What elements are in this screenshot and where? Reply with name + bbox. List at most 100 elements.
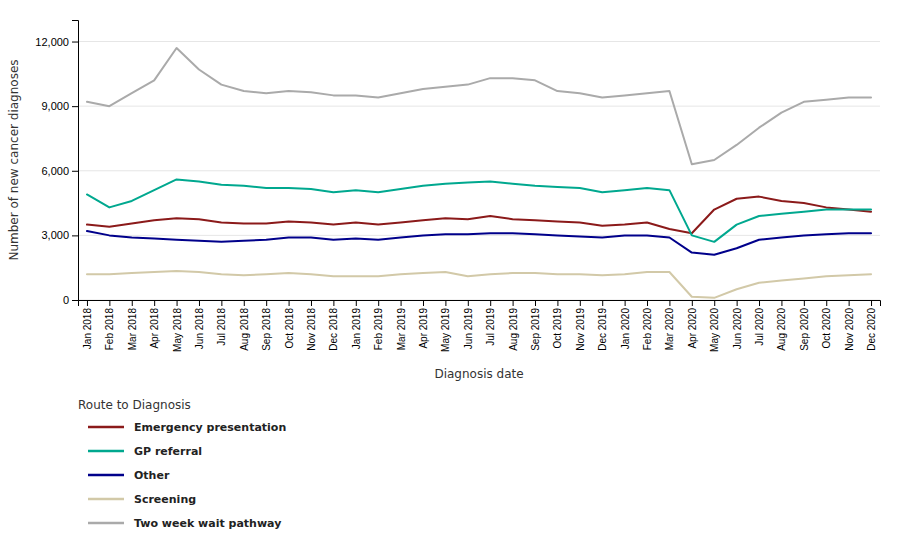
y-tick-label: 9,000 — [41, 100, 69, 112]
x-tick: Nov 2020 — [844, 300, 855, 351]
y-tick-mark — [72, 300, 78, 301]
x-tick-mark — [199, 300, 200, 306]
x-tick-label: Feb 2019 — [373, 308, 384, 351]
x-tick-mark — [781, 300, 782, 306]
grid-line — [78, 170, 880, 171]
legend-title: Route to Diagnosis — [78, 398, 191, 412]
legend-swatch — [88, 498, 124, 501]
x-tick: Jul 2018 — [216, 300, 227, 346]
x-tick-mark — [849, 300, 850, 306]
x-tick-mark — [737, 300, 738, 306]
y-tick-mark — [72, 171, 78, 172]
x-tick: Sep 2019 — [530, 300, 541, 351]
x-tick-label: Oct 2020 — [821, 308, 832, 349]
legend-swatch — [88, 426, 124, 429]
y-tick-label: 0 — [63, 294, 69, 306]
x-tick-label: Jul 2020 — [754, 308, 765, 346]
legend-label: Screening — [134, 493, 196, 506]
x-tick-mark — [356, 300, 357, 306]
x-tick: Oct 2019 — [552, 300, 563, 349]
legend-label: GP referral — [134, 445, 202, 458]
x-tick: May 2019 — [440, 300, 451, 352]
x-tick-label: Mar 2020 — [664, 308, 675, 351]
y-tick: 9,000 — [41, 100, 78, 112]
x-tick: Dec 2019 — [597, 300, 608, 351]
x-tick: Mar 2020 — [664, 300, 675, 350]
x-tick-mark — [401, 300, 402, 306]
x-tick-label: Jun 2018 — [194, 308, 205, 350]
legend-item: GP referral — [88, 445, 202, 458]
x-tick-label: Jun 2020 — [732, 308, 743, 350]
y-tick: 6,000 — [41, 165, 78, 177]
x-tick: Feb 2019 — [373, 300, 384, 350]
x-tick-mark — [154, 300, 155, 306]
x-tick-mark — [266, 300, 267, 306]
series-line — [87, 271, 871, 298]
x-tick-mark — [580, 300, 581, 306]
x-tick-label: Jan 2020 — [620, 308, 631, 350]
y-tick-mark — [72, 235, 78, 236]
x-tick: Jun 2019 — [463, 300, 474, 349]
x-tick-label: May 2020 — [709, 308, 720, 352]
x-tick-label: Jul 2018 — [216, 308, 227, 346]
legend-swatch — [88, 522, 124, 525]
legend-swatch — [88, 474, 124, 477]
x-tick-label: May 2018 — [172, 308, 183, 352]
grid-line — [78, 235, 880, 236]
x-tick: Dec 2020 — [866, 300, 877, 351]
x-tick-mark — [221, 300, 222, 306]
y-axis: 0 3,000 6,000 9,000 12,000 — [35, 21, 78, 307]
x-tick-mark — [468, 300, 469, 306]
y-axis-title: Number of new cancer diagnoses — [7, 59, 21, 260]
x-tick-label: Nov 2018 — [306, 308, 317, 351]
x-tick-mark — [602, 300, 603, 306]
x-tick-label: Dec 2020 — [866, 308, 877, 351]
x-tick-label: Apr 2018 — [149, 308, 160, 349]
plot-area: 0 3,000 6,000 9,000 12,000 Jan 2018 Feb 2018 Ma… — [35, 21, 880, 352]
x-tick-mark — [289, 300, 290, 306]
x-tick-label: Mar 2018 — [127, 308, 138, 351]
y-tick: 3,000 — [41, 229, 78, 241]
x-tick: Sep 2020 — [799, 300, 810, 351]
x-tick: Feb 2018 — [104, 300, 115, 350]
x-tick: Jan 2018 — [82, 300, 93, 349]
x-tick-mark — [669, 300, 670, 306]
x-tick-label: Apr 2019 — [418, 308, 429, 349]
x-tick-mark — [311, 300, 312, 306]
x-tick: Jan 2019 — [351, 300, 362, 349]
series-line — [87, 197, 871, 234]
y-tick-label: 6,000 — [41, 165, 69, 177]
x-tick: Dec 2018 — [328, 300, 339, 351]
x-tick-label: Dec 2019 — [597, 308, 608, 351]
x-tick: Apr 2018 — [149, 300, 160, 349]
x-tick: Mar 2018 — [127, 300, 138, 350]
chart: 0 3,000 6,000 9,000 12,000 Jan 2018 Feb 2018 Ma… — [0, 0, 900, 555]
y-axis-line — [72, 21, 79, 301]
x-tick-mark — [692, 300, 693, 306]
x-tick-mark — [871, 300, 872, 306]
x-tick: Oct 2020 — [821, 300, 832, 349]
x-tick: Jun 2020 — [732, 300, 743, 349]
series-line — [87, 231, 871, 255]
x-tick: Jun 2018 — [194, 300, 205, 349]
y-tick: 12,000 — [35, 36, 78, 48]
x-tick-label: Sep 2019 — [530, 308, 541, 351]
x-tick-mark — [513, 300, 514, 306]
x-tick-mark — [423, 300, 424, 306]
x-tick-mark — [557, 300, 558, 306]
series-line — [87, 179, 871, 241]
x-tick-mark — [647, 300, 648, 306]
x-tick-label: Mar 2019 — [396, 308, 407, 351]
x-tick: Oct 2018 — [284, 300, 295, 349]
x-tick-label: Jul 2019 — [485, 308, 496, 346]
x-tick-label: Aug 2020 — [776, 308, 787, 351]
y-tick-label: 3,000 — [41, 229, 69, 241]
x-tick-mark — [714, 300, 715, 306]
x-tick-label: Sep 2018 — [261, 308, 272, 351]
x-tick-mark — [109, 300, 110, 306]
x-tick: Aug 2020 — [776, 300, 787, 351]
x-tick: Jan 2020 — [620, 300, 631, 349]
x-tick-label: Nov 2019 — [575, 308, 586, 351]
x-tick-mark — [759, 300, 760, 306]
x-tick-label: May 2019 — [440, 308, 451, 352]
